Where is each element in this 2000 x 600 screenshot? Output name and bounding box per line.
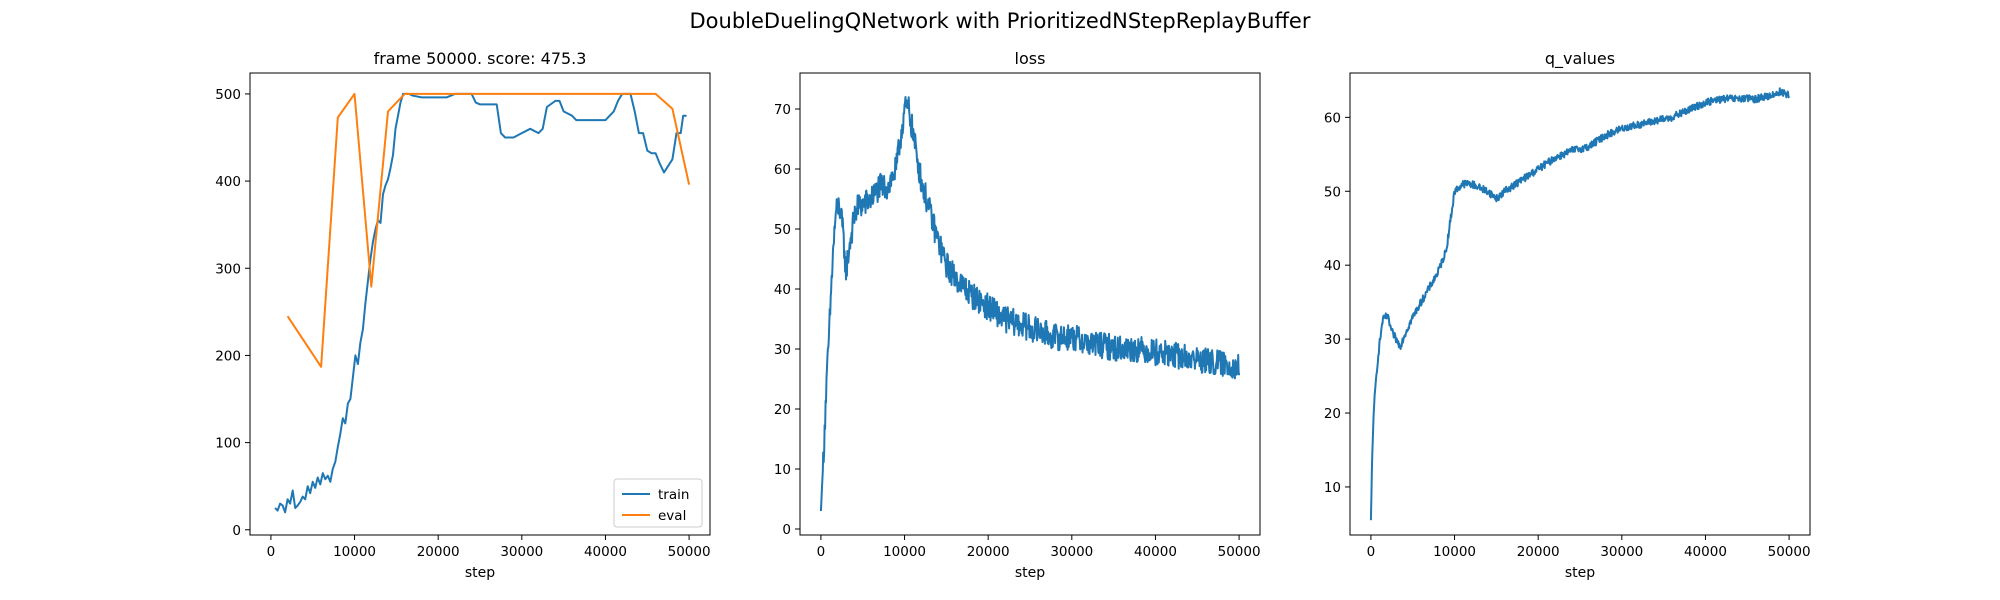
y-tick-label: 70 [774,102,791,118]
x-tick-label: 30000 [1600,544,1643,560]
x-axis-label: step [1015,565,1045,581]
x-tick-label: 50000 [668,544,711,560]
y-tick-label: 30 [1324,332,1341,348]
series-line-eval [286,92,691,368]
y-tick-label: 10 [1324,480,1341,496]
plot-frame [799,72,1261,536]
x-tick-label: 50000 [1768,544,1811,560]
x-tick-label: 40000 [1684,544,1727,560]
x-tick-label: 20000 [1517,544,1560,560]
y-tick-label: 200 [215,348,241,364]
x-tick-label: 30000 [500,544,543,560]
y-tick-label: 40 [774,282,791,298]
y-tick-label: 50 [774,222,791,238]
y-tick-label: 60 [774,162,791,178]
x-tick-label: 20000 [967,544,1010,560]
chart-title: frame 50000. score: 475.3 [374,49,587,68]
x-axis-label: step [1565,565,1595,581]
chart-panel-3: q_values 0 10000 20000 30000 40000 50000 10 20 30… [1324,49,1811,581]
figure-suptitle: DoubleDuelingQNetwork with PrioritizedNS… [690,9,1311,33]
y-tick-label: 40 [1324,258,1341,274]
plot-frame [1349,72,1811,536]
y-tick-label: 10 [774,462,791,478]
chart-title: loss [1015,49,1046,68]
y-tick-label: 300 [215,261,241,277]
x-tick-label: 30000 [1050,544,1093,560]
y-tick-label: 0 [232,523,241,539]
legend: train eval [613,478,703,528]
y-tick-label: 0 [782,522,791,538]
y-tick-label: 30 [774,342,791,358]
chart-panel-1: frame 50000. score: 475.30 10000 20000 3000… [215,49,710,581]
x-tick-label: 10000 [883,544,926,560]
series-line-series-1 [1369,87,1790,521]
legend-label-train: train [658,487,689,503]
x-tick-label: 20000 [417,544,460,560]
y-tick-label: 20 [1324,406,1341,422]
chart-panels: frame 50000. score: 475.30 10000 20000 3000… [215,49,1810,581]
series-line-train [274,92,687,514]
y-tick-label: 60 [1324,110,1341,126]
y-tick-label: 20 [774,402,791,418]
x-tick-label: 50000 [1218,544,1261,560]
x-tick-label: 40000 [1134,544,1177,560]
x-tick-label: 0 [1367,544,1376,560]
x-tick-label: 10000 [333,544,376,560]
legend-label-eval: eval [658,508,686,524]
x-tick-label: 0 [267,544,276,560]
plot-frame [249,72,711,536]
y-tick-label: 100 [215,436,241,452]
chart-title: q_values [1545,49,1615,69]
y-tick-label: 500 [215,87,241,103]
y-tick-label: 400 [215,174,241,190]
x-tick-label: 40000 [584,544,627,560]
x-axis-label: step [465,565,495,581]
chart-panel-2: loss 0 10000 20000 30000 40000 50000 0 10 20 30 40 5… [774,49,1261,581]
x-tick-label: 10000 [1433,544,1476,560]
y-tick-label: 50 [1324,184,1341,200]
series-line-series-1 [819,96,1241,512]
x-tick-label: 0 [817,544,826,560]
